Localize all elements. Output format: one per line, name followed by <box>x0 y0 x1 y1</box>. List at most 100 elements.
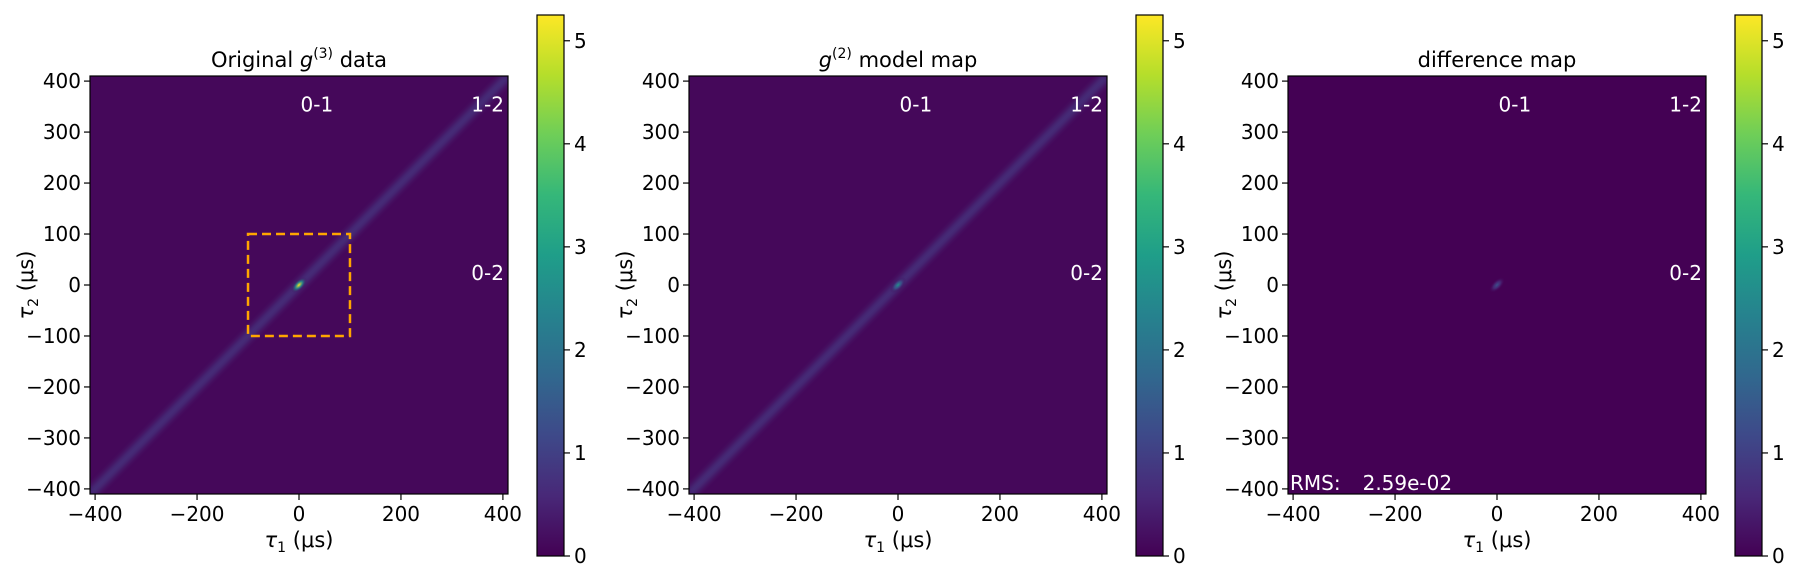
heatmap-area <box>90 76 508 494</box>
annotation-0-2: 0-2 <box>471 261 504 285</box>
colorbar-tick-text: 3 <box>1173 235 1186 259</box>
x-tick-text: −400 <box>68 502 123 526</box>
colorbar-tick-label: 5 <box>574 29 587 53</box>
y-tick-label: −400 <box>1224 477 1279 501</box>
colorbar-tick-label: 2 <box>1173 338 1186 362</box>
colorbar-tick-text: 2 <box>574 338 587 362</box>
colorbar-tick-text: 5 <box>1173 29 1186 53</box>
colorbar-tick-text: 4 <box>1173 132 1186 156</box>
x-tick-label: −400 <box>667 502 722 526</box>
panel-1: 0-1 1-2 0-2 −400 −200 0 200 400 400 300 200 100 0 −10… <box>14 14 587 568</box>
y-tick-label: −200 <box>26 375 81 399</box>
central-peak <box>890 277 906 293</box>
y-tick-text: 0 <box>1266 273 1279 297</box>
x-tick-text: 400 <box>484 502 522 526</box>
y-tick-label: −200 <box>1224 375 1279 399</box>
x-tick-text: −200 <box>1368 502 1423 526</box>
annotation-label: 0-2 <box>471 261 504 285</box>
annotation-label: 0-1 <box>900 93 933 117</box>
colorbar-tick-text: 0 <box>574 544 587 568</box>
y-axis-label: τ2 (μs) <box>1212 251 1240 320</box>
y-tick-text: −300 <box>625 426 680 450</box>
y-tick-text: 100 <box>1241 222 1279 246</box>
x-tick-label: −200 <box>1368 502 1423 526</box>
x-tick-text: 0 <box>293 502 306 526</box>
colorbar-tick-text: 1 <box>574 441 587 465</box>
x-tick-label: 200 <box>981 502 1019 526</box>
x-tick-text: 0 <box>892 502 905 526</box>
x-tick-text: 400 <box>1083 502 1121 526</box>
x-label-symbol: τ <box>1463 528 1476 552</box>
central-peak <box>1489 277 1505 293</box>
title-symbol: g <box>300 48 313 72</box>
x-tick-label: −200 <box>170 502 225 526</box>
colorbar-tick-text: 0 <box>1173 544 1186 568</box>
chart-title: difference map <box>1418 48 1577 72</box>
title-main: Original <box>211 48 300 72</box>
y-tick-text: 200 <box>1241 171 1279 195</box>
y-tick-text: −300 <box>26 426 81 450</box>
y-tick-text: −200 <box>26 375 81 399</box>
colorbar-tick-text: 5 <box>1772 29 1785 53</box>
y-tick-text: −400 <box>1224 477 1279 501</box>
colorbar-tick-label: 0 <box>1772 544 1785 568</box>
colorbar-tick-label: 4 <box>1173 132 1186 156</box>
y-tick-label: 400 <box>1241 69 1279 93</box>
annotation-label: 0-2 <box>1669 261 1702 285</box>
x-tick-label: 0 <box>1491 502 1504 526</box>
annotation-1-2: 1-2 <box>471 93 504 117</box>
y-tick-text: −100 <box>625 324 680 348</box>
y-label-subscript: 2 <box>26 298 42 307</box>
y-tick-label: −200 <box>625 375 680 399</box>
y-tick-label: 0 <box>667 273 680 297</box>
heatmap-area <box>1489 277 1505 293</box>
chart-title: g(2) model map <box>819 46 978 72</box>
rms-value: 2.59e-02 <box>1363 471 1453 495</box>
annotation-label: 1-2 <box>471 93 504 117</box>
y-tick-text: −400 <box>26 477 81 501</box>
y-tick-label: 0 <box>68 273 81 297</box>
x-tick-label: −200 <box>769 502 824 526</box>
colorbar-tick-text: 5 <box>574 29 587 53</box>
x-tick-text: 400 <box>1682 502 1720 526</box>
x-label-symbol: τ <box>864 528 877 552</box>
colorbar-tick-label: 0 <box>1173 544 1186 568</box>
y-tick-text: 200 <box>642 171 680 195</box>
y-tick-text: −100 <box>1224 324 1279 348</box>
y-tick-label: −100 <box>625 324 680 348</box>
title-superscript: (2) <box>832 46 852 62</box>
colorbar-tick-label: 5 <box>1772 29 1785 53</box>
annotation-0-2: 0-2 <box>1669 261 1702 285</box>
x-label-subscript: 1 <box>1475 540 1484 556</box>
x-label-subscript: 1 <box>876 540 885 556</box>
y-tick-label: 100 <box>642 222 680 246</box>
colorbar-tick-text: 3 <box>574 235 587 259</box>
colorbar-tick-label: 5 <box>1173 29 1186 53</box>
heatmap-area <box>689 76 1107 494</box>
rms-text: RMS: 2.59e-02 <box>1290 471 1452 495</box>
y-tick-label: −400 <box>625 477 680 501</box>
x-tick-label: 400 <box>484 502 522 526</box>
x-tick-label: 400 <box>1083 502 1121 526</box>
panel-2: 0-1 1-2 0-2 −400 −200 0 200 400 400 300 200 100 0 −10… <box>613 14 1186 568</box>
annotation-label: 1-2 <box>1070 93 1103 117</box>
x-label-unit: (μs) <box>286 528 333 552</box>
zoom-region-box <box>246 232 352 338</box>
y-tick-text: 0 <box>667 273 680 297</box>
annotation-1-2: 1-2 <box>1070 93 1103 117</box>
y-tick-label: 100 <box>43 222 81 246</box>
title-rest: model map <box>852 48 977 72</box>
x-tick-label: 200 <box>1580 502 1618 526</box>
x-tick-text: −400 <box>1266 502 1321 526</box>
colorbar-tick-text: 2 <box>1173 338 1186 362</box>
x-label-unit: (μs) <box>1484 528 1531 552</box>
y-tick-text: −200 <box>1224 375 1279 399</box>
x-axis-label: τ1 (μs) <box>864 528 933 556</box>
y-tick-label: 400 <box>43 69 81 93</box>
annotation-label: 0-1 <box>1499 93 1532 117</box>
annotation-0-1: 0-1 <box>1499 93 1532 117</box>
y-tick-text: 100 <box>642 222 680 246</box>
colorbar: 0 1 2 3 4 5 <box>1734 14 1785 568</box>
colorbar-tick-label: 1 <box>1772 441 1785 465</box>
colorbar: 0 1 2 3 4 5 <box>536 14 587 568</box>
